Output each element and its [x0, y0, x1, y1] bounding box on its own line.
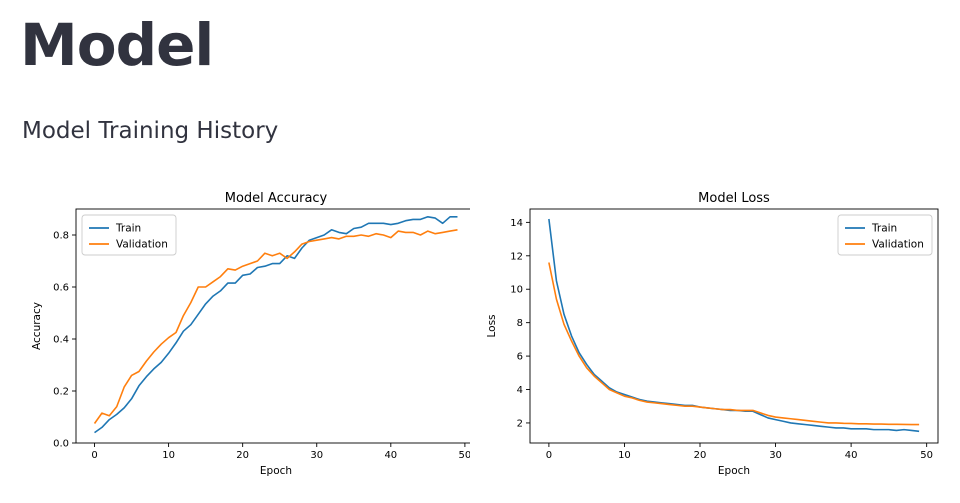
accuracy-x-tick-label: 30: [310, 450, 323, 461]
loss-chart-svg: Model Loss 0 10 20 30 40 50 2 4 6 8 10 12 14 Epoch Loss…: [486, 191, 939, 477]
loss-y-axis-label: Loss: [486, 314, 498, 337]
loss-series-line-validation: [548, 262, 920, 426]
accuracy-y-tick-label: 0.0: [53, 439, 69, 450]
loss-x-axis-label: Epoch: [718, 465, 750, 477]
section-title: Model Training History: [22, 118, 279, 144]
loss-x-tick-label: 10: [618, 450, 631, 461]
loss-y-tick-label: 6: [517, 352, 523, 363]
loss-legend-label-validation: Validation: [872, 239, 924, 251]
page-title: Model: [20, 11, 214, 79]
loss-y-tick-label: 10: [510, 285, 523, 296]
accuracy-y-tick-label: 0.4: [53, 335, 69, 346]
accuracy-x-tick-label: 0: [91, 450, 97, 461]
accuracy-chart: Model Accuracy 0 10 20 30 40 50 0.0 0.2 0.4 0.6 0.8…: [0, 180, 477, 499]
accuracy-legend-label-train: Train: [115, 223, 141, 235]
accuracy-x-tick-label: 20: [236, 450, 249, 461]
accuracy-x-tick-label: 10: [162, 450, 175, 461]
accuracy-legend-label-validation: Validation: [116, 239, 168, 251]
accuracy-y-tick-label: 0.6: [53, 283, 69, 294]
accuracy-y-tick-label: 0.8: [53, 231, 69, 242]
accuracy-series-line-train: [94, 215, 458, 434]
loss-x-tick-label: 40: [845, 450, 858, 461]
loss-y-tick-label: 12: [510, 251, 523, 262]
loss-legend-label-train: Train: [871, 223, 897, 235]
loss-y-tick-label: 4: [517, 385, 523, 396]
accuracy-y-axis-label: Accuracy: [31, 302, 43, 350]
loss-chart-title: Model Loss: [698, 191, 770, 206]
accuracy-x-axis-label: Epoch: [260, 465, 292, 477]
accuracy-legend-box: [81, 214, 177, 256]
loss-chart: Model Loss 0 10 20 30 40 50 2 4 6 8 10 12 14 Epoch Loss…: [478, 180, 948, 499]
loss-plot-frame: [529, 208, 939, 444]
loss-x-tick-label: 30: [769, 450, 782, 461]
accuracy-x-tick-label: 40: [384, 450, 397, 461]
accuracy-series-line-validation: [93, 229, 458, 424]
loss-y-tick-label: 14: [510, 218, 523, 229]
loss-x-tick-label: 20: [694, 450, 707, 461]
loss-y-tick-label: 8: [517, 318, 523, 329]
accuracy-x-tick-label: 50: [459, 450, 470, 461]
loss-x-tick-label: 50: [920, 450, 933, 461]
accuracy-y-tick-label: 0.2: [53, 387, 69, 398]
loss-x-tick-label: 0: [546, 450, 552, 461]
accuracy-chart-title: Model Accuracy: [225, 191, 328, 206]
accuracy-chart-svg: Model Accuracy 0 10 20 30 40 50 0.0 0.2 0.4 0.6 0.8…: [31, 191, 477, 477]
loss-legend-box: [837, 214, 933, 256]
loss-y-tick-label: 2: [517, 418, 523, 429]
